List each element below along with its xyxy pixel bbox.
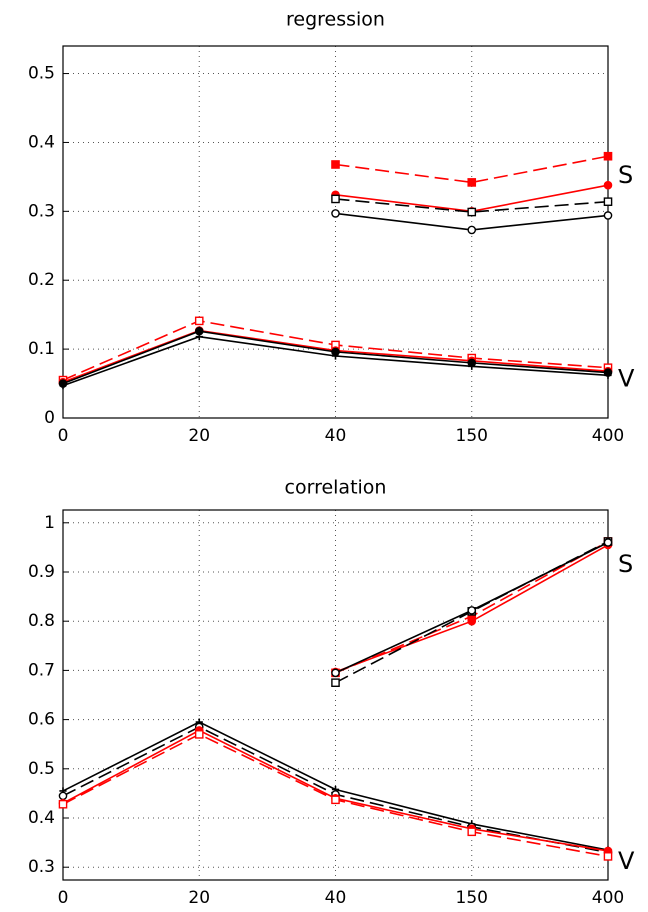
marker — [195, 333, 203, 341]
marker — [331, 160, 340, 169]
y-tick-label: 0.6 — [28, 710, 55, 730]
annotation: S — [618, 550, 633, 578]
y-tick-label: 0.5 — [28, 759, 55, 779]
marker — [331, 209, 340, 218]
marker — [603, 211, 613, 220]
y-tick-label: 0.3 — [28, 857, 55, 877]
y-tick-label: 0 — [44, 408, 55, 428]
x-tick-label: 400 — [592, 888, 624, 908]
y-tick-label: 0.4 — [28, 808, 55, 828]
y-tick-label: 0.2 — [28, 270, 55, 290]
marker — [331, 194, 340, 204]
x-tick-label: 20 — [188, 888, 210, 908]
marker — [331, 795, 340, 805]
series-line — [335, 155, 609, 184]
marker — [467, 827, 477, 837]
y-tick-label: 0.4 — [28, 132, 55, 152]
x-tick-label: 150 — [456, 888, 488, 908]
y-tick-label: 0.8 — [28, 611, 55, 631]
marker — [58, 791, 68, 801]
marker — [467, 207, 477, 217]
marker — [58, 799, 68, 809]
x-tick-label: 20 — [188, 426, 210, 446]
marker — [603, 538, 613, 547]
marker — [603, 852, 613, 861]
marker — [467, 606, 477, 615]
marker — [604, 371, 612, 379]
series-line — [335, 198, 609, 213]
y-tick-label: 0.7 — [28, 660, 55, 680]
annotation: V — [618, 847, 635, 875]
marker — [468, 362, 476, 370]
plot-frame — [62, 509, 609, 881]
chart-title: regression — [286, 9, 385, 31]
chart-title: correlation — [285, 477, 387, 499]
marker — [331, 678, 340, 687]
marker — [194, 730, 204, 739]
x-tick-label: 40 — [325, 888, 347, 908]
y-tick-label: 0.9 — [28, 562, 55, 582]
marker — [331, 668, 340, 678]
marker — [59, 382, 67, 390]
marker — [603, 151, 613, 161]
marker — [331, 352, 340, 360]
marker — [194, 316, 204, 326]
y-tick-label: 1 — [44, 513, 55, 533]
marker — [603, 180, 613, 190]
y-tick-label: 0.5 — [28, 64, 55, 84]
marker — [603, 197, 613, 206]
annotation: V — [618, 365, 635, 393]
x-tick-label: 0 — [58, 888, 69, 908]
y-tick-label: 0.1 — [28, 339, 55, 359]
y-tick-label: 0.3 — [28, 201, 55, 221]
x-tick-label: 0 — [58, 426, 69, 446]
marker — [467, 178, 477, 187]
x-tick-label: 40 — [325, 426, 347, 446]
x-tick-label: 400 — [592, 426, 624, 446]
x-tick-label: 150 — [456, 426, 488, 446]
plot-frame — [62, 45, 609, 419]
marker — [467, 225, 477, 235]
annotation: S — [618, 161, 633, 189]
